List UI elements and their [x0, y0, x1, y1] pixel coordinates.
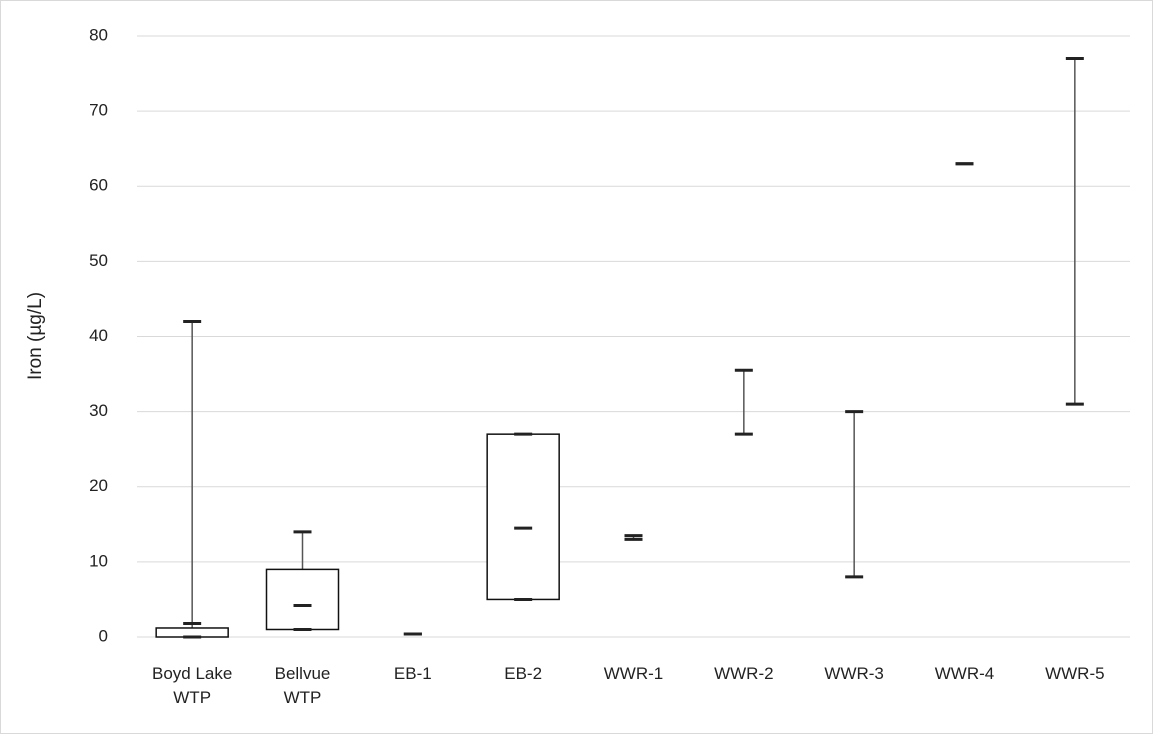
y-tick-label: 0	[99, 626, 108, 645]
y-tick-label: 30	[89, 401, 108, 420]
x-tick-label: WWR-1	[603, 664, 664, 683]
x-tick-label: Boyd Lake WTP	[151, 664, 233, 707]
x-tick-label: EB-2	[504, 664, 543, 683]
box	[265, 568, 340, 631]
y-tick-label: 10	[89, 551, 108, 570]
y-axis-title: Iron (µg/L)	[25, 292, 46, 380]
y-tick-label: 80	[89, 25, 108, 44]
y-tick-label: 50	[89, 251, 108, 270]
x-tick-label: WWR-3	[824, 664, 884, 683]
y-tick-label: 20	[89, 476, 108, 495]
x-tick-label: WWR-4	[934, 664, 995, 683]
x-tick-label: WWR-2	[714, 664, 774, 683]
y-tick-label: 70	[89, 101, 108, 120]
x-tick-label: WWR-5	[1045, 664, 1105, 683]
x-tick-label: EB-1	[393, 664, 432, 683]
y-tick-label: 40	[89, 326, 108, 345]
x-tick-label: Bellvue WTP	[274, 664, 331, 707]
box	[486, 433, 560, 601]
y-tick-label: 60	[89, 176, 108, 195]
